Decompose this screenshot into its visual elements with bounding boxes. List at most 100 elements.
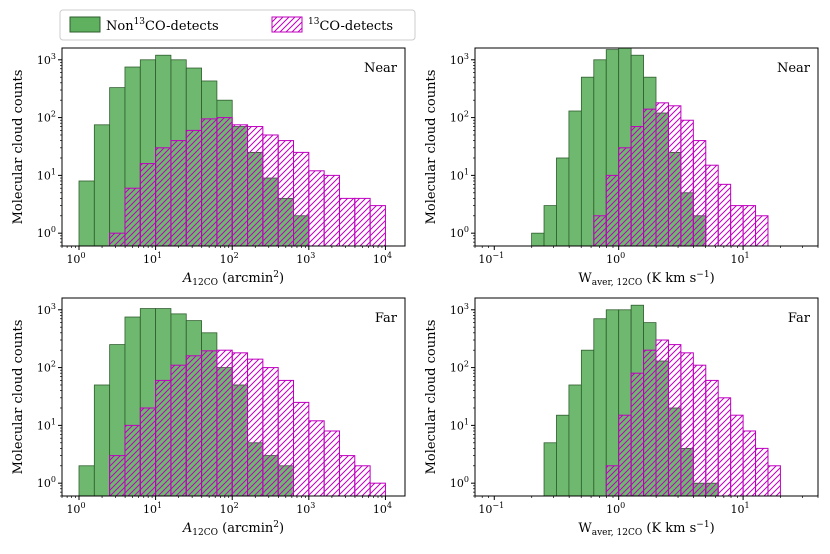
bar-detect xyxy=(755,215,769,247)
panel-top-left: 100 101 102 103 100 101 102 103 104 Near Molecular… xyxy=(11,47,406,288)
x-tick-label: 10−1 xyxy=(478,501,504,516)
bar-detect xyxy=(155,379,172,497)
y-tick-label: 103 xyxy=(450,52,469,67)
legend-label-non-detect: Non13CO-detects xyxy=(106,17,219,34)
y-axis-label: Molecular cloud counts xyxy=(11,320,26,475)
bar-detect xyxy=(643,349,657,497)
x-tick-label: 104 xyxy=(373,501,392,516)
bar-detect xyxy=(262,367,279,497)
bar-detect xyxy=(262,134,279,247)
panel-label: Far xyxy=(375,311,398,326)
y-ticks: 100 101 102 103 xyxy=(37,302,62,497)
bar-detect xyxy=(717,397,732,497)
bar-detect xyxy=(630,126,645,247)
bar-non-detect xyxy=(531,232,545,247)
bars xyxy=(531,47,769,247)
x-tick-label: 100 xyxy=(66,251,85,266)
bar-detect xyxy=(109,455,126,497)
bars xyxy=(78,54,386,247)
y-tick-label: 100 xyxy=(37,225,56,240)
y-tick-label: 100 xyxy=(450,475,469,490)
bar-non-detect xyxy=(93,124,111,247)
bar-detect xyxy=(667,344,682,497)
y-tick-label: 100 xyxy=(37,475,56,490)
bar-detect xyxy=(293,151,310,247)
bar-detect xyxy=(742,205,757,247)
bar-detect xyxy=(216,117,233,247)
bar-non-detect xyxy=(78,180,95,247)
bar-detect xyxy=(354,197,371,247)
y-ticks: 100 101 102 103 xyxy=(450,52,475,247)
bar-detect xyxy=(185,129,203,247)
bar-detect xyxy=(730,205,744,247)
axes-frame xyxy=(61,297,406,497)
x-tick-label: 101 xyxy=(731,251,750,266)
bar-detect xyxy=(109,232,126,247)
bar-non-detect xyxy=(556,157,570,247)
y-axis-label: Molecular cloud counts xyxy=(424,320,439,475)
bar-non-detect xyxy=(543,442,557,497)
bar-detect xyxy=(369,205,386,247)
y-tick-label: 103 xyxy=(450,302,469,317)
y-tick-label: 101 xyxy=(37,167,56,182)
y-axis-label: Molecular cloud counts xyxy=(424,70,439,225)
bar-detect xyxy=(705,379,719,497)
bar-non-detect xyxy=(580,76,595,247)
bar-detect xyxy=(124,424,141,497)
x-tick-label: 100 xyxy=(606,501,625,516)
x-tick-label: 101 xyxy=(143,251,162,266)
bar-detect xyxy=(201,350,218,497)
bar-detect xyxy=(692,364,707,497)
bar-detect xyxy=(231,352,249,497)
x-tick-label: 100 xyxy=(606,251,625,266)
bar-non-detect xyxy=(568,384,582,497)
y-tick-label: 100 xyxy=(450,225,469,240)
bar-detect xyxy=(755,447,769,497)
y-ticks: 100 101 102 103 xyxy=(37,52,62,247)
y-ticks: 100 101 102 103 xyxy=(450,302,475,497)
bar-detect xyxy=(605,174,620,247)
bar-detect xyxy=(308,420,325,497)
x-tick-label: 104 xyxy=(373,251,392,266)
x-ticks: 10−1 100 101 xyxy=(474,246,819,266)
bar-detect xyxy=(630,372,645,497)
bars xyxy=(78,308,386,497)
x-tick-label: 103 xyxy=(296,501,315,516)
x-ticks: 100 101 102 103 104 xyxy=(61,246,392,266)
bar-detect xyxy=(618,414,632,497)
bar-detect xyxy=(247,126,264,247)
y-axis-label: Molecular cloud counts xyxy=(11,70,26,225)
bar-detect xyxy=(717,183,732,247)
y-tick-label: 102 xyxy=(37,360,56,375)
bar-detect xyxy=(216,349,233,497)
bar-detect xyxy=(593,215,607,247)
x-tick-label: 103 xyxy=(296,251,315,266)
y-tick-label: 101 xyxy=(450,167,469,182)
bar-detect xyxy=(170,140,187,247)
bar-detect xyxy=(231,124,249,247)
axes-frame xyxy=(474,297,819,497)
bar-detect xyxy=(308,170,325,247)
y-tick-label: 102 xyxy=(37,110,56,125)
y-tick-label: 101 xyxy=(450,417,469,432)
panel-label: Near xyxy=(777,61,811,76)
bar-detect xyxy=(139,407,157,497)
bar-detect xyxy=(680,352,694,497)
legend-swatch-detect xyxy=(271,16,303,33)
bar-detect xyxy=(155,147,172,247)
bar-detect xyxy=(767,465,781,497)
legend-label-detect: 13CO-detects xyxy=(308,17,393,34)
legend: Non13CO-detects 13CO-detects xyxy=(59,9,416,41)
y-tick-label: 102 xyxy=(450,360,469,375)
x-tick-label: 10−1 xyxy=(478,251,504,266)
bar-detect xyxy=(124,187,141,247)
x-tick-label: 100 xyxy=(66,501,85,516)
panel-label: Near xyxy=(364,61,398,76)
bar-detect xyxy=(692,140,707,247)
bar-detect xyxy=(354,465,371,497)
bar-detect xyxy=(369,482,386,497)
bar-detect xyxy=(618,147,632,247)
x-axis-label: Waver, 12CO (K km s−1) xyxy=(578,270,714,288)
bar-detect xyxy=(680,119,694,247)
